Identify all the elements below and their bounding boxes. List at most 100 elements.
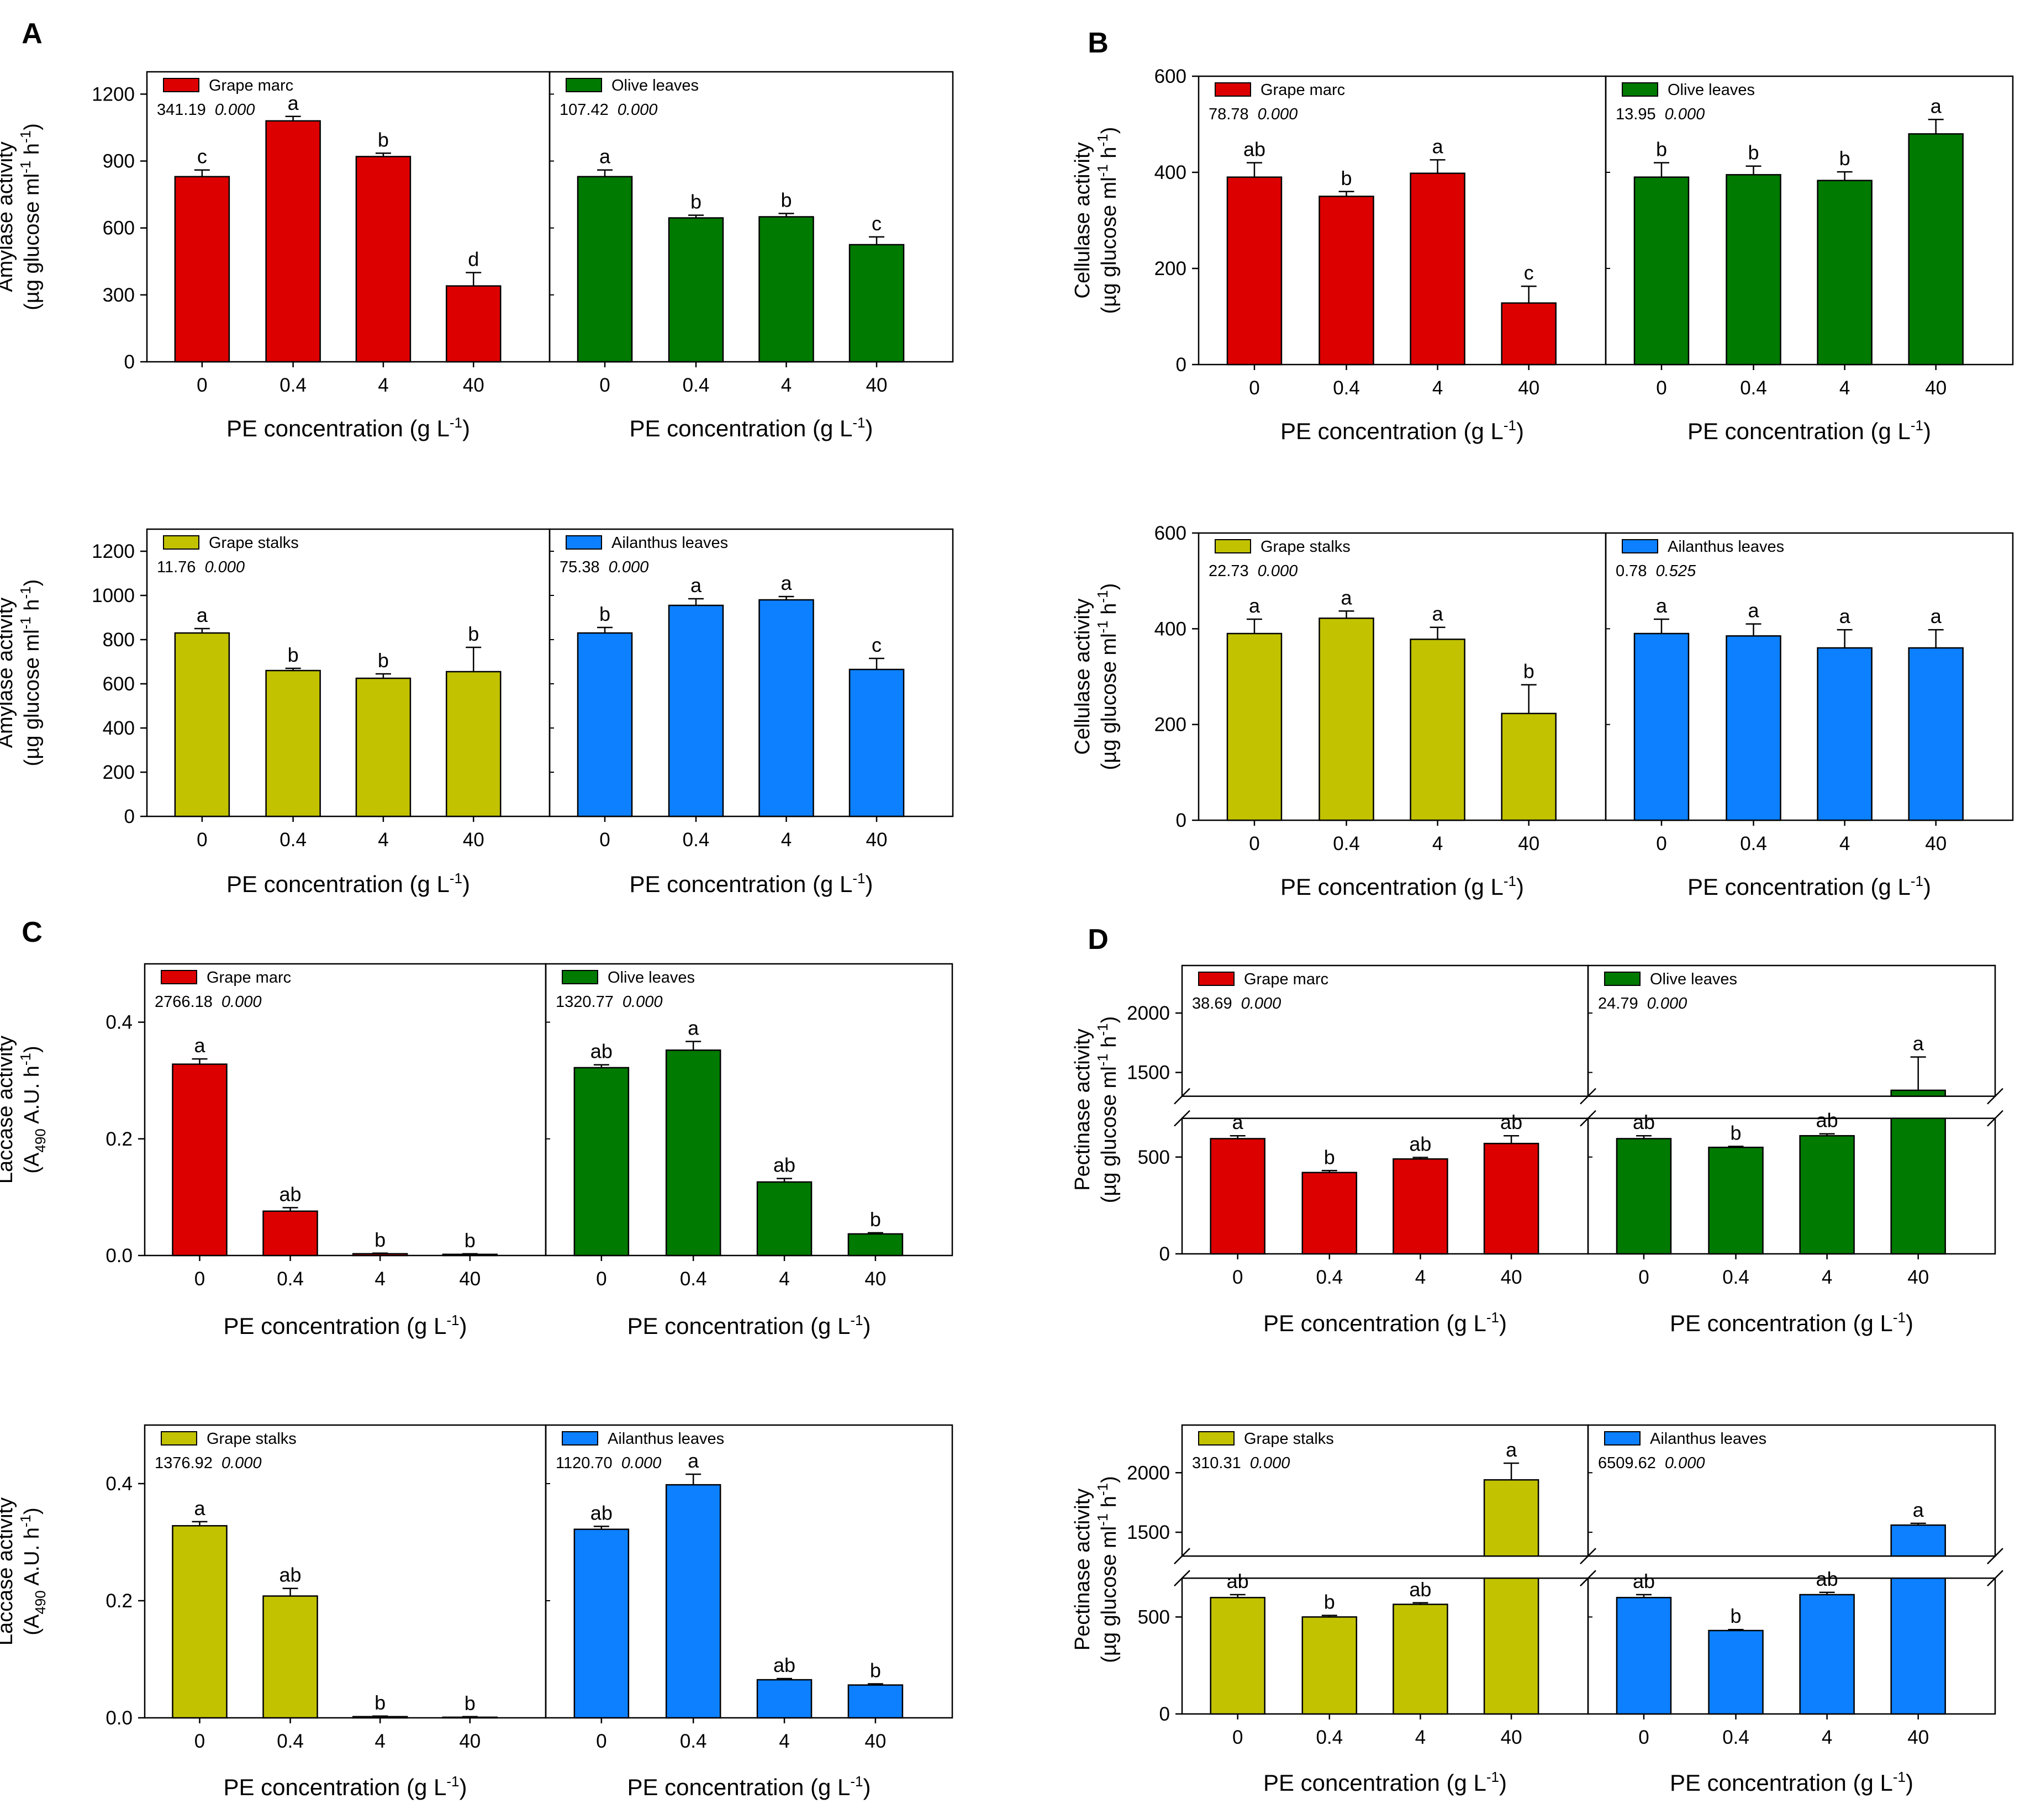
plot-frame (548, 71, 954, 363)
subplot-row: 0.0 0.2 0.4 Laccase activity(A490 A.U. h-1)… (0, 1424, 953, 1800)
plot-frame (1605, 532, 2014, 821)
x-tick-label: 4 (1432, 833, 1443, 854)
significance-letter: ab (590, 1501, 613, 1524)
x-tick-label: 0.4 (1316, 1727, 1343, 1748)
legend-label: Grape stalks (207, 1430, 297, 1448)
y-tick-label: 2000 (1127, 1003, 1170, 1024)
y-axis-title-line1: Amylase activity (0, 141, 17, 292)
x-tick-label: 0.4 (683, 829, 710, 851)
bar (265, 120, 321, 363)
y-axis-title-line2: (µg glucose ml-1 h-1) (17, 123, 44, 310)
x-tick-label: 0 (599, 374, 610, 396)
x-tick-label: 40 (1925, 833, 1947, 854)
bar (1483, 1142, 1539, 1255)
stat-values: 1376.92 0.000 (155, 1454, 261, 1472)
legend-swatch (1215, 539, 1251, 553)
plot-frame (548, 528, 954, 817)
y-axis-title: Pectinase activity (µg glucose ml-1 h-1) (1071, 1016, 1121, 1203)
y-tick-label: 1000 (92, 585, 135, 606)
x-axis-title: PE concentration (g L-1) (629, 414, 873, 441)
significance-letter: a (1249, 594, 1260, 617)
significance-letter: b (690, 191, 702, 213)
x-tick-label: 0.4 (1740, 833, 1767, 854)
bar (577, 176, 633, 363)
y-tick-label: 0.4 (106, 1473, 133, 1495)
stat-values: 6509.62 0.000 (1598, 1454, 1705, 1472)
bar (1817, 647, 1873, 821)
plot-frame-lower (1587, 1117, 1996, 1255)
bar (355, 156, 412, 363)
series-olive_leaves: Olive leaves 24.79 0.000 ab 0 b 0.4 ab 4 a 40 PE c… (1598, 970, 1946, 1336)
bar (847, 1684, 904, 1719)
x-axis-title: PE concentration (g L-1) (1280, 417, 1524, 444)
significance-letter: a (1839, 605, 1851, 627)
significance-letter: ab (590, 1040, 613, 1063)
stat-values: 1320.77 0.000 (556, 993, 662, 1011)
y-axis-title-line2: (A490 A.U. h-1) (17, 1046, 49, 1173)
bar (756, 1181, 813, 1257)
significance-letter: ab (773, 1654, 795, 1676)
x-axis-title: PE concentration (g L-1) (627, 1312, 871, 1339)
bar (1799, 1594, 1855, 1715)
y-tick-label: 0 (1159, 1243, 1170, 1265)
x-tick-label: 40 (463, 374, 484, 396)
bar (847, 1233, 904, 1257)
bar (442, 1253, 498, 1257)
significance-letter: ab (1816, 1568, 1838, 1590)
significance-letter: b (465, 1692, 476, 1715)
subplot-row: 0.0 0.2 0.4 Laccase activity(A490 A.U. h-1)… (0, 963, 953, 1339)
y-tick-label: 0.0 (106, 1245, 133, 1267)
series-grape_stalks: Grape stalks 22.73 0.000 a 0 a 0.4 a 4 b 40 PE con… (1209, 538, 1557, 900)
legend-swatch (1604, 972, 1641, 986)
series-ailanthus_leaves: Ailanthus leaves 6509.62 0.000 ab 0 b 0.4 ab 4 a… (1598, 1430, 1946, 1796)
axis-break-mark (1174, 1570, 1190, 1587)
axis-break-gap (1586, 1097, 1997, 1117)
axis-break-gap (1586, 1557, 1997, 1578)
stat-values: 2766.18 0.000 (155, 993, 261, 1011)
stat-values: 341.19 0.000 (157, 101, 255, 119)
x-tick-label: 40 (459, 1268, 481, 1290)
y-axis-title-line2: (µg glucose ml-1 h-1) (17, 579, 44, 766)
x-tick-label: 0.4 (277, 1268, 304, 1290)
y-axis-title-line1: Cellulase activity (1071, 599, 1094, 755)
x-tick-label: 0 (1656, 833, 1666, 854)
y-tick-label: 400 (1154, 162, 1186, 183)
axis-break-gap (1180, 1097, 1590, 1117)
significance-letter: a (194, 1497, 205, 1520)
x-axis-title: PE concentration (g L-1) (226, 870, 470, 897)
series-ailanthus_leaves: Ailanthus leaves 1120.70 0.000 ab 0 a 0.4 ab 4 b… (556, 1430, 904, 1800)
series-grape_stalks: Grape stalks 1376.92 0.000 a 0 ab 0.4 b 4 b 40 PE … (155, 1430, 498, 1800)
bar (1726, 174, 1781, 366)
x-tick-label: 40 (1518, 833, 1539, 854)
significance-letter: b (378, 128, 389, 151)
bar (668, 217, 724, 363)
axis-break-mark (1580, 1110, 1596, 1127)
y-tick-label: 1500 (1127, 1062, 1170, 1084)
x-tick-label: 0.4 (1333, 377, 1360, 399)
x-tick-label: 4 (1415, 1727, 1426, 1748)
plot-frame-upper (1181, 964, 1589, 1097)
legend-swatch (566, 535, 602, 550)
x-tick-label: 0.4 (279, 374, 307, 396)
bar (1226, 176, 1283, 366)
legend-swatch (1198, 972, 1235, 986)
series-olive_leaves: Olive leaves 107.42 0.000 a 0 b 0.4 b 4 c 40 PE co… (560, 77, 905, 441)
y-tick-label: 0.2 (106, 1590, 133, 1612)
x-tick-label: 0 (596, 1268, 606, 1290)
plot-frame-upper (1587, 1424, 1996, 1557)
x-tick-label: 0.4 (1740, 377, 1767, 399)
x-axis-title: PE concentration (g L-1) (1263, 1769, 1507, 1796)
y-axis-title: Pectinase activity (µg glucose ml-1 h-1) (1071, 1476, 1121, 1663)
y-tick-label: 600 (1154, 66, 1186, 87)
x-tick-label: 4 (779, 1268, 789, 1290)
y-tick-label: 300 (103, 284, 135, 306)
stat-values: 38.69 0.000 (1192, 995, 1281, 1012)
y-axis-title: Laccase activity(A490 A.U. h-1) (0, 1497, 49, 1645)
bar (758, 599, 814, 817)
significance-letter: b (288, 643, 299, 666)
bar (1301, 1172, 1358, 1255)
